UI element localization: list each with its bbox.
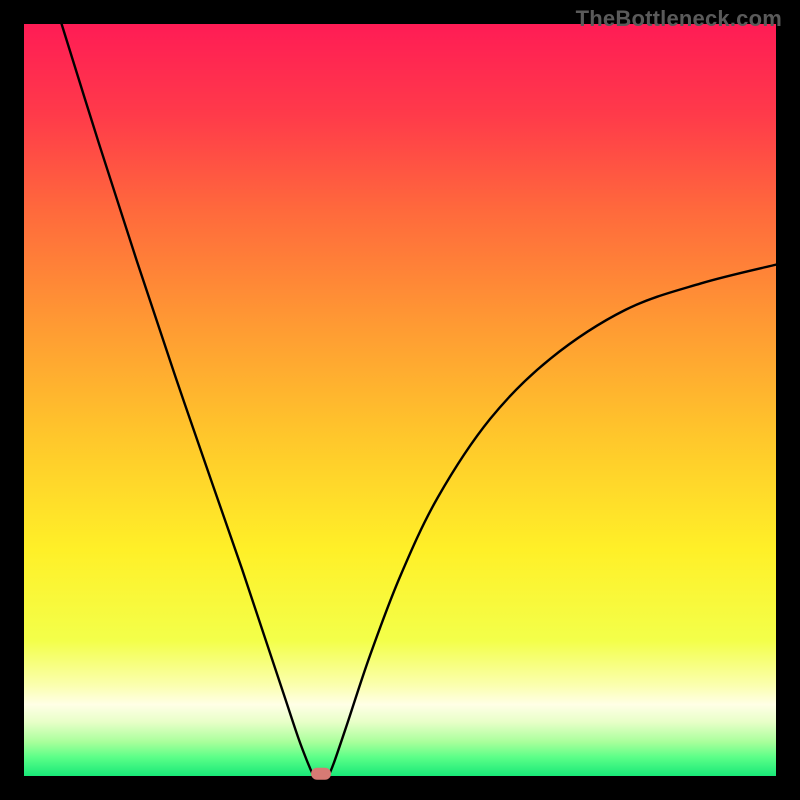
watermark-text: TheBottleneck.com bbox=[576, 6, 782, 32]
chart-frame: TheBottleneck.com bbox=[0, 0, 800, 800]
plot-area-gradient bbox=[24, 24, 776, 776]
optimal-point-marker bbox=[311, 768, 331, 780]
bottleneck-chart-svg bbox=[0, 0, 800, 800]
